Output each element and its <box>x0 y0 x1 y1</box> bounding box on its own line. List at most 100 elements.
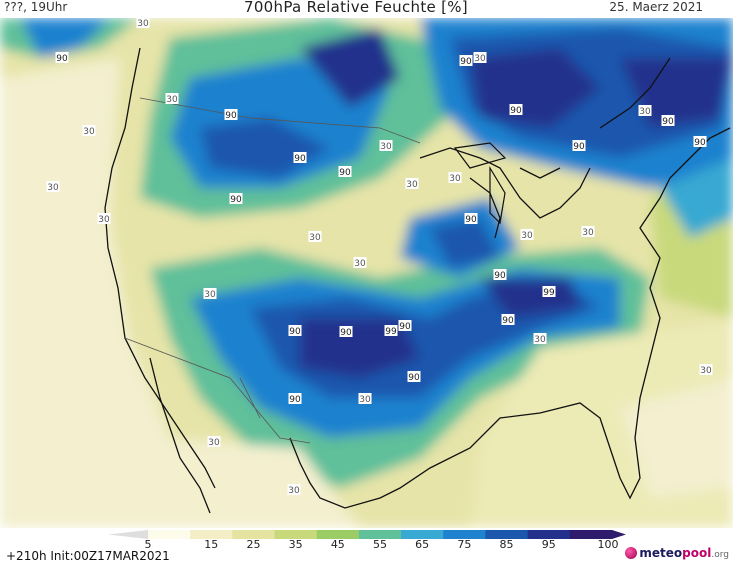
contour-label: 90 <box>398 320 412 332</box>
coastlines <box>104 47 731 514</box>
svg-text:30: 30 <box>354 259 366 269</box>
legend-swatch <box>527 530 571 539</box>
legend-tick-label: 35 <box>289 538 303 548</box>
legend-tick-label: 55 <box>373 538 387 548</box>
contour-label: 90 <box>459 55 473 67</box>
contour-label: 30 <box>203 288 217 300</box>
contour-label: 90 <box>293 152 307 164</box>
svg-text:30: 30 <box>166 95 178 105</box>
legend-tick-label: 95 <box>542 538 556 548</box>
svg-text:90: 90 <box>494 271 506 281</box>
svg-text:30: 30 <box>47 183 59 193</box>
svg-text:30: 30 <box>204 290 216 300</box>
contour-label: 90 <box>55 52 69 64</box>
svg-text:90: 90 <box>289 327 301 337</box>
contour-label: 30 <box>287 484 301 496</box>
contour-label: 30 <box>46 181 60 193</box>
contour-label: 30 <box>308 231 322 243</box>
logo-pool-text: pool <box>682 546 712 560</box>
svg-text:90: 90 <box>294 154 306 164</box>
header-date: 25. Maerz 2021 <box>609 0 703 14</box>
svg-text:30: 30 <box>700 366 712 376</box>
svg-text:30: 30 <box>406 180 418 190</box>
svg-text:30: 30 <box>309 233 321 243</box>
contour-label: 90 <box>288 325 302 337</box>
svg-text:30: 30 <box>449 174 461 184</box>
legend-tick-label: 5 <box>145 538 152 548</box>
svg-text:90: 90 <box>573 142 585 152</box>
contour-label: 90 <box>509 104 523 116</box>
borders <box>124 97 421 444</box>
contour-label: 30 <box>533 333 547 345</box>
legend-arrow-right <box>612 530 626 539</box>
svg-text:99: 99 <box>543 288 555 298</box>
svg-text:30: 30 <box>534 335 546 345</box>
legend-swatch <box>316 530 360 539</box>
header-bar: ???, 19Uhr 700hPa Relative Feuchte [%] 2… <box>0 0 733 18</box>
contour-label: 90 <box>288 393 302 405</box>
svg-text:90: 90 <box>339 168 351 178</box>
legend-swatch <box>569 530 613 539</box>
color-legend: 5 15 25 35 45 55 65 75 85 95 100 <box>0 528 733 566</box>
map-title: 700hPa Relative Feuchte [%] <box>244 0 468 16</box>
svg-text:30: 30 <box>98 215 110 225</box>
legend-swatch <box>274 530 318 539</box>
svg-text:30: 30 <box>474 54 486 64</box>
legend-swatch <box>232 530 276 539</box>
contour-label: 90 <box>661 115 675 127</box>
contour-label: 30 <box>353 257 367 269</box>
svg-text:90: 90 <box>399 322 411 332</box>
contour-label: 99 <box>542 286 556 298</box>
svg-text:90: 90 <box>340 328 352 338</box>
svg-text:30: 30 <box>521 231 533 241</box>
svg-text:90: 90 <box>662 117 674 127</box>
legend-swatch <box>148 530 191 539</box>
contour-label: 30 <box>473 52 487 64</box>
contour-label: 30 <box>520 229 534 241</box>
legend-arrow-left <box>108 530 148 539</box>
legend-swatch <box>190 530 233 539</box>
contour-label: 90 <box>229 193 243 205</box>
legend-swatch <box>443 530 486 539</box>
legend-swatch <box>401 530 444 539</box>
contour-label: 90 <box>501 314 515 326</box>
svg-text:90: 90 <box>408 373 420 383</box>
svg-text:30: 30 <box>582 228 594 238</box>
legend-tick-label: 25 <box>246 538 260 548</box>
svg-text:90: 90 <box>465 215 477 225</box>
meteopool-logo[interactable]: meteopool.org <box>625 546 729 560</box>
contour-label: 30 <box>699 364 713 376</box>
svg-text:30: 30 <box>288 486 300 496</box>
logo-org-text: .org <box>711 550 729 560</box>
contour-label: 30 <box>165 93 179 105</box>
svg-text:90: 90 <box>56 54 68 64</box>
legend-tick-label: 75 <box>457 538 471 548</box>
svg-text:90: 90 <box>225 111 237 121</box>
legend-tick-label: 85 <box>500 538 514 548</box>
contour-label: 90 <box>493 269 507 281</box>
contour-label: 30 <box>207 436 221 448</box>
contour-label: 30 <box>379 140 393 152</box>
legend-swatch <box>358 530 402 539</box>
svg-text:30: 30 <box>83 127 95 137</box>
contour-label: 90 <box>572 140 586 152</box>
svg-text:90: 90 <box>230 195 242 205</box>
legend-swatch <box>485 530 529 539</box>
svg-text:90: 90 <box>510 106 522 116</box>
legend-colorbar: 5 15 25 35 45 55 65 75 85 95 100 <box>108 530 626 548</box>
legend-tick-label: 45 <box>331 538 345 548</box>
svg-text:30: 30 <box>137 19 149 29</box>
legend-tick-label: 100 <box>598 538 619 548</box>
svg-text:99: 99 <box>385 327 397 337</box>
svg-text:90: 90 <box>460 57 472 67</box>
svg-text:90: 90 <box>502 316 514 326</box>
svg-text:90: 90 <box>289 395 301 405</box>
svg-text:30: 30 <box>639 107 651 117</box>
contour-label: 30 <box>581 226 595 238</box>
svg-text:30: 30 <box>359 395 371 405</box>
contour-label: 30 <box>136 18 150 29</box>
contour-label: 90 <box>464 213 478 225</box>
legend-tick-label: 15 <box>204 538 218 548</box>
contour-label: 30 <box>448 172 462 184</box>
